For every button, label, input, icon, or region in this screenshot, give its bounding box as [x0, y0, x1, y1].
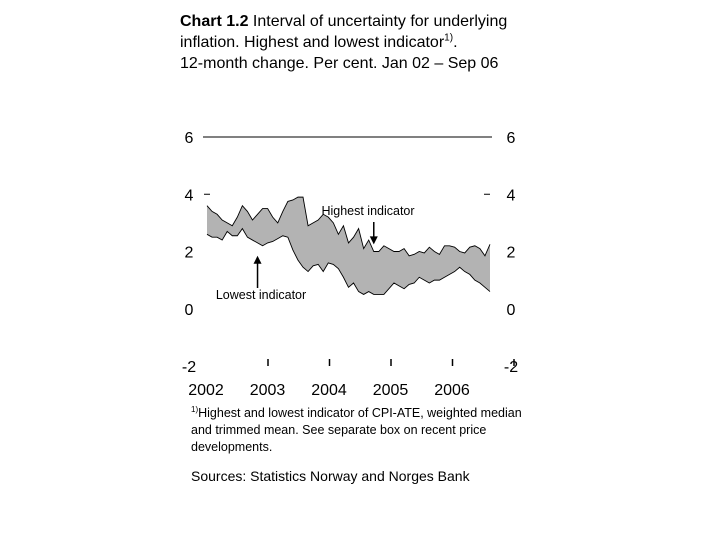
lowest-indicator-annotation: Lowest indicator [216, 288, 306, 302]
y-tick-label-right: 6 [507, 130, 516, 147]
footnote: 1)Highest and lowest indicator of CPI-AT… [191, 405, 531, 456]
sources-note: Sources: Statistics Norway and Norges Ba… [191, 468, 470, 484]
chart-number: Chart 1.2 [180, 13, 249, 30]
y-tick-label-left: 2 [185, 245, 194, 262]
y-tick-label-left: 4 [185, 187, 194, 204]
x-tick-label: 2003 [250, 382, 286, 399]
footnote-mark: 1) [191, 404, 199, 414]
title-text: Interval of uncertainty for underlying i… [180, 13, 508, 51]
chart-title: Chart 1.2 Interval of uncertainty for un… [180, 11, 525, 74]
y-tick-label-right: 0 [507, 302, 516, 319]
highest-indicator-arrowhead [369, 236, 378, 245]
x-tick-label: 2004 [311, 382, 347, 399]
y-tick-label-right: 4 [507, 187, 516, 204]
title-suffix: . [453, 34, 458, 51]
highest-indicator-line [206, 196, 491, 257]
lowest-indicator-line [206, 227, 491, 295]
uncertainty-band [207, 197, 490, 295]
lowest-indicator-arrowhead [253, 255, 262, 264]
chart-subtitle: 12-month change. Per cent. Jan 02 – Sep … [180, 55, 499, 72]
highest-indicator-annotation: Highest indicator [321, 204, 414, 218]
title-footnote-mark: 1) [444, 32, 454, 44]
x-tick-label: 2005 [373, 382, 409, 399]
y-tick-label-left: 0 [185, 302, 194, 319]
y-tick-label-right: -2 [504, 359, 518, 376]
y-tick-label-left: 6 [185, 130, 194, 147]
y-tick-label-right: 2 [507, 245, 516, 262]
y-tick-label-left: -2 [182, 359, 196, 376]
x-tick-label: 2006 [434, 382, 470, 399]
x-tick-label: 2002 [188, 382, 224, 399]
footnote-text: Highest and lowest indicator of CPI-ATE,… [191, 406, 522, 454]
